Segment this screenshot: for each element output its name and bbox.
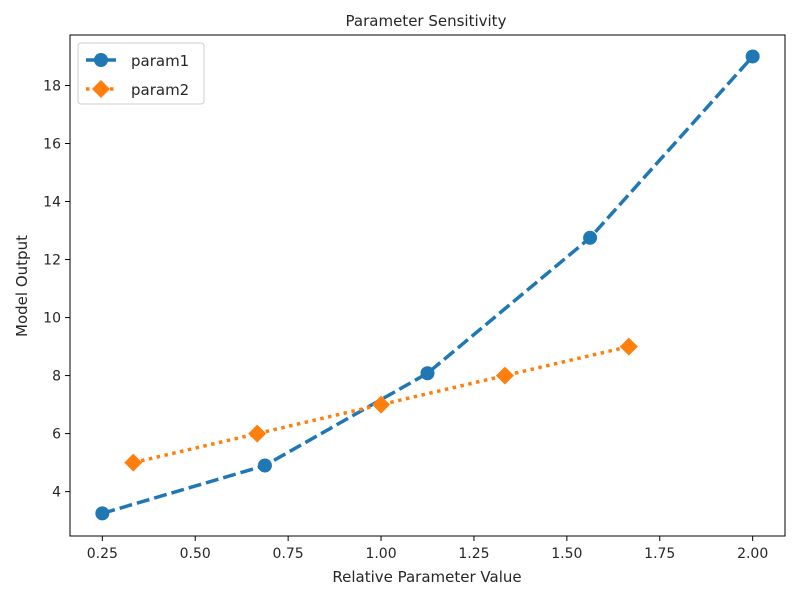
y-tick-label: 8 bbox=[52, 369, 61, 385]
chart-title: Parameter Sensitivity bbox=[346, 12, 507, 30]
data-point-param2 bbox=[124, 453, 143, 472]
x-axis-label: Relative Parameter Value bbox=[332, 568, 521, 586]
series-line-param1 bbox=[101, 55, 754, 516]
data-point-param1 bbox=[95, 506, 110, 521]
y-tick-label: 12 bbox=[43, 253, 61, 269]
x-tick-label: 1.50 bbox=[551, 546, 582, 562]
y-tick-label: 10 bbox=[43, 311, 61, 327]
x-tick-label: 0.75 bbox=[273, 546, 304, 562]
data-point-param2 bbox=[248, 424, 267, 443]
plot-frame bbox=[69, 34, 786, 537]
data-point-param2 bbox=[372, 395, 391, 414]
y-tick-label: 16 bbox=[43, 136, 61, 152]
data-point-param1 bbox=[257, 458, 272, 473]
data-point-param2 bbox=[619, 337, 638, 356]
x-tick-label: 1.00 bbox=[365, 546, 396, 562]
data-point-param1 bbox=[745, 49, 760, 64]
x-tick-label: 0.25 bbox=[87, 546, 118, 562]
data-point-param1 bbox=[583, 230, 598, 245]
legend-marker-param1 bbox=[94, 53, 108, 67]
data-point-param2 bbox=[495, 366, 514, 385]
y-tick-label: 18 bbox=[43, 78, 61, 94]
legend-label-param2: param2 bbox=[131, 81, 189, 99]
legend-marker-param2 bbox=[92, 80, 110, 98]
y-tick-label: 6 bbox=[52, 427, 61, 443]
ticks-layer: 0.25 0.50 0.75 1.00 1.25 1.50 1.75 2.00 4 6 8 10 12 1… bbox=[43, 78, 768, 562]
legend-label-param1: param1 bbox=[131, 52, 189, 70]
x-tick-label: 2.00 bbox=[737, 546, 768, 562]
y-axis-label: Model Output bbox=[13, 235, 31, 337]
legend: param1 param2 bbox=[77, 42, 205, 105]
series-line-param2 bbox=[132, 344, 630, 465]
y-tick-label: 4 bbox=[52, 485, 61, 501]
x-tick-label: 1.75 bbox=[644, 546, 675, 562]
data-point-param1 bbox=[420, 366, 435, 381]
y-tick-label: 14 bbox=[43, 195, 61, 211]
x-tick-label: 1.25 bbox=[458, 546, 489, 562]
series-layer bbox=[95, 49, 760, 521]
x-tick-label: 0.50 bbox=[180, 546, 211, 562]
